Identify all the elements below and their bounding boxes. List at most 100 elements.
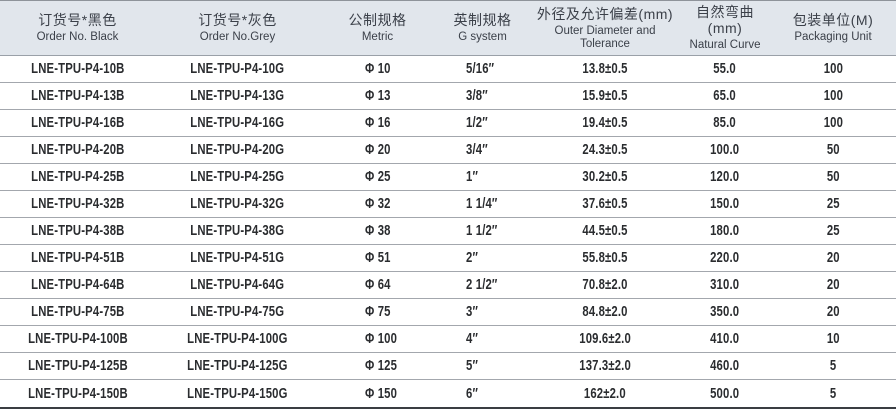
cell-order-no-grey: LNE-TPU-P4-51G — [155, 249, 320, 267]
column-header-zh: 订货号*灰色 — [198, 12, 277, 28]
cell-order-no-grey: LNE-TPU-P4-25G — [155, 168, 320, 186]
cell-value: 500.0 — [710, 385, 740, 402]
cell-order-no-black: LNE-TPU-P4-25B — [0, 168, 155, 186]
cell-value: LNE-TPU-P4-100G — [187, 331, 288, 347]
table-row: LNE-TPU-P4-32B LNE-TPU-P4-32G Φ 32 1 1/4″ 37… — [0, 191, 896, 218]
cell-value: LNE-TPU-P4-150B — [27, 385, 128, 402]
column-header-packaging-unit: 包装单位(M) Packaging Unit — [770, 1, 896, 55]
cell-value: LNE-TPU-P4-20G — [190, 142, 285, 158]
cell-order-no-black: LNE-TPU-P4-150B — [0, 385, 155, 403]
cell-value: 65.0 — [713, 88, 737, 104]
cell-metric: Φ 150 — [320, 385, 435, 403]
cell-value: 3/8″ — [466, 88, 488, 104]
cell-outer-diameter: 15.9±0.5 — [530, 87, 680, 105]
cell-order-no-grey: LNE-TPU-P4-38G — [155, 222, 320, 240]
cell-metric: Φ 32 — [320, 195, 435, 213]
cell-value: 15.9±0.5 — [582, 88, 628, 104]
cell-value: 25 — [826, 223, 840, 239]
cell-outer-diameter: 55.8±0.5 — [530, 249, 680, 267]
cell-value: Φ 25 — [365, 169, 391, 185]
cell-value: 37.6±0.5 — [582, 196, 628, 212]
cell-value: LNE-TPU-P4-16G — [190, 115, 285, 131]
table-row: LNE-TPU-P4-100B LNE-TPU-P4-100G Φ 100 4″ 109… — [0, 326, 896, 353]
table-body: LNE-TPU-P4-10B LNE-TPU-P4-10G Φ 10 5/16″ 13.… — [0, 56, 896, 407]
cell-value: LNE-TPU-P4-13B — [30, 88, 125, 104]
cell-value: LNE-TPU-P4-20B — [30, 142, 125, 158]
cell-value: 410.0 — [710, 331, 740, 347]
cell-value: 1/2″ — [466, 115, 488, 131]
cell-value: LNE-TPU-P4-100B — [27, 331, 128, 347]
cell-outer-diameter: 137.3±2.0 — [530, 357, 680, 375]
cell-value: LNE-TPU-P4-51G — [190, 250, 285, 266]
cell-natural-curve: 85.0 — [680, 114, 770, 132]
cell-value: LNE-TPU-P4-13G — [190, 88, 285, 104]
cell-value: 55.0 — [713, 61, 737, 77]
cell-order-no-black: LNE-TPU-P4-20B — [0, 141, 155, 159]
column-header-en: Order No.Grey — [199, 31, 276, 43]
column-header-zh: 包装单位(M) — [792, 12, 874, 28]
cell-natural-curve: 65.0 — [680, 87, 770, 105]
cell-metric: Φ 100 — [320, 330, 435, 348]
cell-value: 100.0 — [710, 142, 740, 158]
cell-value: LNE-TPU-P4-10B — [30, 61, 125, 77]
cell-value: LNE-TPU-P4-25G — [190, 169, 285, 185]
cell-value: LNE-TPU-P4-32G — [190, 196, 285, 212]
cell-metric: Φ 75 — [320, 303, 435, 321]
cell-packaging-unit: 50 — [770, 141, 896, 159]
cell-value: 4″ — [466, 331, 479, 347]
cell-order-no-grey: LNE-TPU-P4-10G — [155, 60, 320, 78]
column-header-zh: 订货号*黑色 — [38, 12, 117, 28]
cell-value: LNE-TPU-P4-25B — [30, 169, 125, 185]
table-row: LNE-TPU-P4-150B LNE-TPU-P4-150G Φ 150 6″ 162… — [0, 380, 896, 407]
cell-g-system: 5/16″ — [435, 60, 530, 78]
cell-outer-diameter: 162±2.0 — [530, 385, 680, 403]
cell-value: 100 — [823, 61, 843, 77]
cell-value: 25 — [826, 196, 840, 212]
cell-value: LNE-TPU-P4-125G — [187, 358, 288, 374]
cell-value: 310.0 — [710, 277, 740, 293]
cell-value: 100 — [823, 115, 843, 131]
cell-packaging-unit: 25 — [770, 195, 896, 213]
table-row: LNE-TPU-P4-13B LNE-TPU-P4-13G Φ 13 3/8″ 15.9… — [0, 83, 896, 110]
cell-outer-diameter: 70.8±2.0 — [530, 276, 680, 294]
cell-value: 1 1/2″ — [466, 223, 498, 239]
cell-g-system: 1″ — [435, 168, 530, 186]
column-header-en: Metric — [361, 31, 394, 43]
cell-value: 20 — [826, 277, 840, 293]
cell-value: 55.8±0.5 — [582, 250, 628, 266]
cell-outer-diameter: 84.8±2.0 — [530, 303, 680, 321]
cell-outer-diameter: 37.6±0.5 — [530, 195, 680, 213]
cell-value: Φ 150 — [365, 385, 398, 402]
cell-order-no-black: LNE-TPU-P4-64B — [0, 276, 155, 294]
cell-value: 10 — [826, 331, 840, 347]
cell-metric: Φ 51 — [320, 249, 435, 267]
cell-packaging-unit: 100 — [770, 87, 896, 105]
cell-value: LNE-TPU-P4-51B — [30, 250, 125, 266]
cell-value: LNE-TPU-P4-75B — [30, 304, 125, 320]
cell-value: 460.0 — [710, 358, 740, 374]
cell-value: LNE-TPU-P4-75G — [190, 304, 285, 320]
cell-value: 20 — [826, 304, 840, 320]
cell-packaging-unit: 100 — [770, 114, 896, 132]
cell-value: LNE-TPU-P4-150G — [187, 385, 288, 402]
cell-order-no-black: LNE-TPU-P4-38B — [0, 222, 155, 240]
table-header-row: 订货号*黑色 Order No. Black 订货号*灰色 Order No.G… — [0, 1, 896, 56]
cell-value: Φ 32 — [365, 196, 391, 212]
cell-value: 5″ — [466, 358, 479, 374]
cell-value: LNE-TPU-P4-125B — [27, 358, 128, 374]
cell-value: 1 1/4″ — [466, 196, 498, 212]
cell-order-no-grey: LNE-TPU-P4-75G — [155, 303, 320, 321]
cell-metric: Φ 125 — [320, 357, 435, 375]
table-row: LNE-TPU-P4-25B LNE-TPU-P4-25G Φ 25 1″ 30.2±0… — [0, 164, 896, 191]
cell-value: 220.0 — [710, 250, 740, 266]
cell-value: 180.0 — [710, 223, 740, 239]
cell-value: Φ 75 — [365, 304, 391, 320]
cell-g-system: 3/8″ — [435, 87, 530, 105]
cell-order-no-black: LNE-TPU-P4-75B — [0, 303, 155, 321]
column-header-metric: 公制规格 Metric — [320, 1, 435, 55]
cell-order-no-grey: LNE-TPU-P4-64G — [155, 276, 320, 294]
table-row: LNE-TPU-P4-64B LNE-TPU-P4-64G Φ 64 2 1/2″ 70… — [0, 272, 896, 299]
cell-g-system: 1 1/2″ — [435, 222, 530, 240]
cell-natural-curve: 100.0 — [680, 141, 770, 159]
